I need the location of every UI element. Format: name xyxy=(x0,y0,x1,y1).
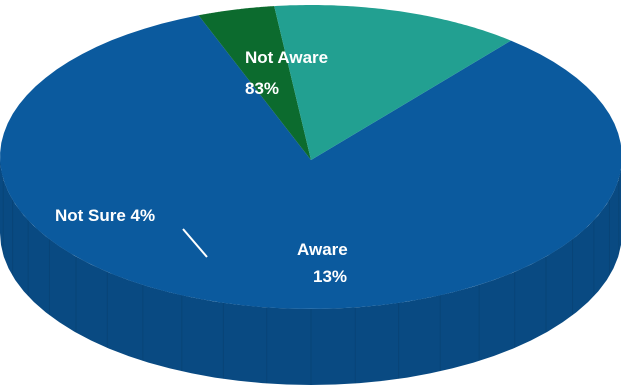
label-not-aware-name: Not Aware xyxy=(245,48,328,67)
pie-slice-not-aware xyxy=(0,15,621,309)
pie-slice-aware xyxy=(274,5,511,160)
label-not-aware-value: 83% xyxy=(245,79,279,98)
pie-sides xyxy=(0,157,621,385)
pie-slice-not-sure xyxy=(198,6,311,160)
pie-tops xyxy=(0,5,621,309)
label-aware-value: 13% xyxy=(313,267,347,286)
label-aware-name: Aware xyxy=(297,240,348,259)
pie-side-not-aware xyxy=(0,157,621,385)
not-sure-leader-line xyxy=(182,228,208,258)
label-not-sure: Not Sure 4% xyxy=(55,206,155,225)
